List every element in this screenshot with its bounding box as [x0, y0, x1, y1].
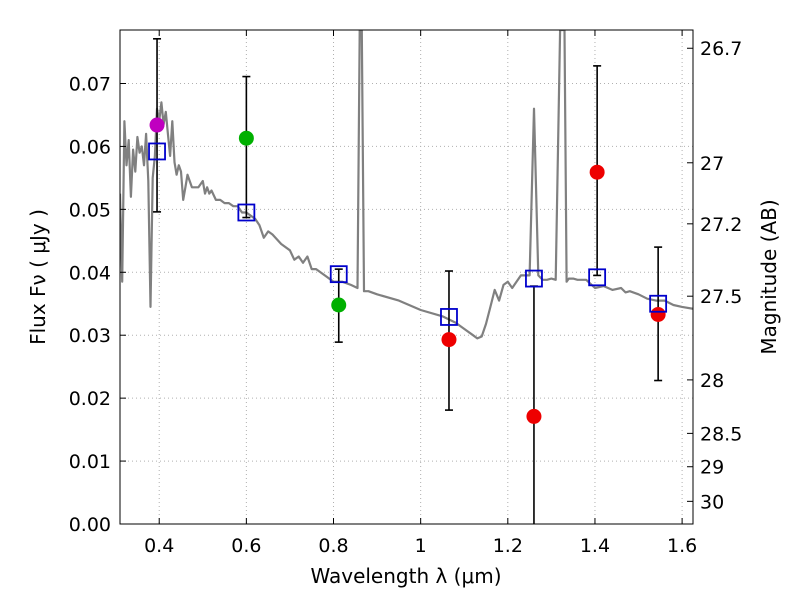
x-tick-label: 1	[415, 535, 427, 557]
sed-curve	[120, 30, 693, 340]
observed-point	[650, 306, 666, 322]
model-point	[329, 265, 348, 284]
right-tick-label: 27	[700, 153, 724, 175]
right-tick-label: 29	[700, 457, 724, 479]
x-tick-label: 0.4	[144, 535, 174, 557]
right-tick-label: 27.2	[700, 214, 742, 236]
model-point	[588, 268, 607, 287]
x-tick-label: 1.6	[667, 535, 697, 557]
y-tick-label: 0.01	[69, 451, 111, 473]
model-point	[649, 294, 668, 313]
observed-point	[331, 297, 347, 313]
y-axis-label: Flux Fν ( μJy )	[26, 209, 50, 345]
x-axis: 0.4 0.6 0.8 1 1.2 1.4 1.6	[144, 30, 697, 557]
x-tick-label: 0.6	[231, 535, 261, 557]
y-tick-label: 0.04	[69, 262, 111, 284]
observed-point	[149, 117, 165, 133]
model-points	[148, 142, 668, 326]
sed-line	[120, 30, 693, 340]
observed-point	[441, 332, 457, 348]
x-tick-label: 0.8	[318, 535, 348, 557]
y-axis-right-label: Magnitude (AB)	[757, 199, 781, 354]
x-axis-label: Wavelength λ (μm)	[310, 564, 501, 588]
right-tick-label: 26.7	[700, 38, 742, 60]
plot-background	[120, 30, 693, 524]
right-tick-label: 28.5	[700, 423, 742, 445]
x-tick-label: 1.2	[493, 535, 523, 557]
x-tick-label: 1.4	[580, 535, 610, 557]
observed-point	[526, 408, 542, 424]
observed-points	[149, 117, 666, 424]
right-tick-label: 28	[700, 370, 724, 392]
observed-point	[589, 164, 605, 180]
plot-frame	[119, 29, 694, 525]
model-point	[440, 308, 458, 326]
observed-point	[238, 130, 254, 146]
y-axis-right: 26.7 27 27.2 27.5 28 28.5 29 30	[687, 38, 742, 513]
right-tick-label: 30	[700, 491, 724, 513]
right-tick-label: 27.5	[700, 286, 742, 308]
y-tick-label: 0.02	[69, 388, 111, 410]
y-tick-label: 0.06	[69, 136, 111, 158]
model-point	[237, 203, 256, 222]
y-tick-label: 0.03	[69, 325, 111, 347]
y-tick-label: 0.00	[69, 514, 111, 536]
y-tick-label: 0.07	[69, 73, 111, 95]
y-tick-label: 0.05	[69, 199, 111, 221]
model-point	[525, 269, 543, 288]
y-axis-left: 0.00 0.01 0.02 0.03 0.04 0.05 0.06 0.07	[69, 73, 126, 536]
model-point	[148, 142, 166, 161]
